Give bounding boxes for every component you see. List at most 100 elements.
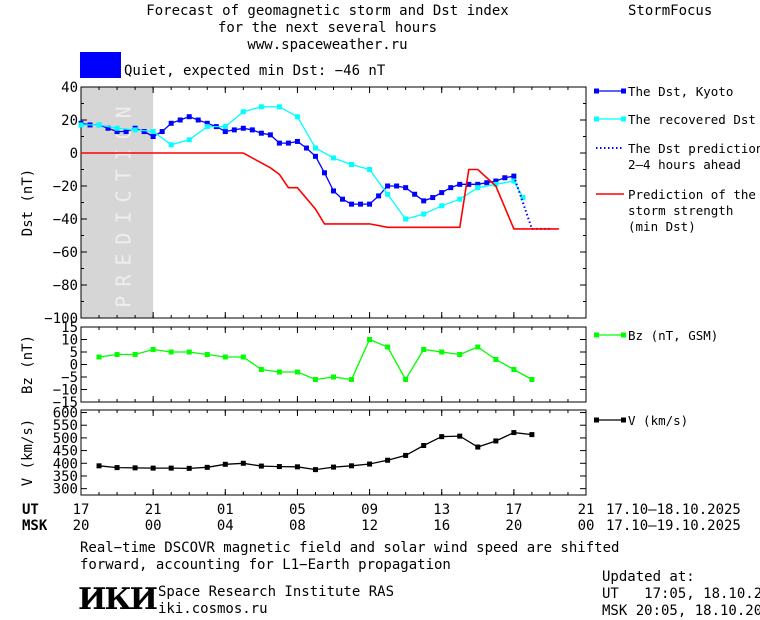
msk-tick-label: 12 — [361, 518, 378, 534]
data-point — [340, 196, 346, 202]
data-point — [475, 181, 481, 187]
data-point — [457, 352, 463, 357]
title-line-1: Forecast of geomagnetic storm and Dst in… — [146, 3, 509, 19]
y-tick-label: 300 — [53, 482, 78, 498]
y-tick-label: −100 — [44, 311, 78, 327]
data-point — [403, 216, 409, 222]
data-point — [430, 195, 436, 201]
data-point — [421, 198, 427, 204]
data-point — [114, 125, 120, 131]
ut-tick-label: 13 — [433, 502, 450, 518]
panel-frame-dst — [80, 86, 587, 319]
msk-range: 17.10–19.10.2025 — [606, 518, 741, 534]
data-point — [96, 122, 102, 128]
data-point — [258, 104, 264, 110]
series-line — [98, 338, 533, 381]
data-point — [475, 444, 481, 450]
legend-swatch-marker — [594, 417, 599, 423]
data-point — [204, 120, 210, 126]
ut-label: UT — [22, 502, 39, 518]
data-point — [294, 369, 300, 375]
data-point — [457, 196, 463, 202]
y-tick-label: 550 — [53, 418, 78, 434]
msk-tick-label: 16 — [433, 518, 450, 534]
data-point — [195, 117, 201, 123]
data-point — [240, 354, 246, 360]
data-point — [493, 438, 499, 444]
data-point — [249, 127, 255, 133]
data-point — [222, 461, 228, 467]
data-point — [276, 369, 282, 375]
data-point — [258, 130, 264, 136]
note-line-2: forward, accounting for L1−Earth propaga… — [80, 557, 451, 573]
data-point — [312, 145, 318, 151]
legend-swatch-marker — [621, 332, 626, 338]
data-point — [358, 201, 364, 207]
data-point — [457, 433, 463, 439]
legend-swatch-marker — [594, 88, 599, 94]
data-point — [150, 347, 156, 352]
data-point — [312, 377, 318, 382]
data-point — [493, 357, 499, 362]
data-point — [403, 377, 409, 382]
data-point — [448, 185, 454, 191]
data-point — [168, 142, 174, 148]
legend-label: Prediction of the storm strength (min Dst) — [628, 187, 756, 234]
msk-label: MSK — [22, 518, 48, 534]
y-tick-label: −60 — [53, 245, 78, 261]
data-point — [403, 185, 409, 191]
ut-tick-label: 21 — [578, 502, 595, 518]
msk-tick-label: 00 — [578, 518, 595, 534]
data-point — [475, 185, 481, 191]
ut-tick-label: 09 — [361, 502, 378, 518]
data-point — [132, 352, 138, 357]
status-text: Quiet, expected min Dst: −46 nT — [124, 63, 386, 79]
ut-tick-label: 01 — [217, 502, 234, 518]
data-point — [114, 129, 120, 135]
legend-label: The recovered Dst — [628, 112, 756, 127]
data-point — [376, 193, 382, 199]
y-axis-label: V (km/s) — [20, 419, 36, 486]
institute-name: Space Research Institute RAS — [158, 584, 395, 600]
data-point — [276, 104, 282, 110]
data-point — [186, 114, 192, 120]
data-point — [385, 183, 391, 189]
data-point — [349, 377, 355, 382]
data-point — [168, 349, 174, 355]
data-point — [150, 129, 156, 135]
y-tick-label: 5 — [70, 345, 78, 361]
data-point — [294, 114, 300, 120]
data-point — [475, 344, 481, 350]
y-tick-label: −20 — [53, 179, 78, 195]
data-point — [240, 109, 246, 115]
data-point — [466, 181, 472, 187]
data-point — [439, 190, 445, 196]
y-tick-label: −5 — [61, 370, 78, 386]
title-line-3: www.spaceweather.ru — [247, 37, 408, 53]
y-tick-label: −40 — [53, 212, 78, 228]
updated-label: Updated at: — [602, 569, 695, 585]
series-line — [81, 106, 524, 220]
y-axis-label: Dst (nT) — [20, 169, 36, 236]
data-point — [367, 201, 373, 207]
msk-tick-label: 20 — [505, 518, 522, 534]
institute-site: iki.cosmos.ru — [158, 601, 268, 617]
data-point — [421, 211, 427, 217]
data-point — [114, 465, 120, 471]
data-point — [331, 155, 336, 161]
data-point — [312, 153, 318, 159]
data-point — [231, 127, 237, 133]
data-point — [493, 181, 499, 187]
ut-tick-label: 05 — [289, 502, 306, 518]
data-point — [457, 181, 463, 187]
y-tick-label: 500 — [53, 431, 78, 447]
series-line — [98, 431, 532, 471]
legend-swatch-marker — [621, 417, 626, 423]
data-point — [511, 430, 517, 436]
data-point — [114, 352, 120, 357]
y-tick-label: 10 — [61, 333, 78, 349]
data-point — [105, 125, 111, 131]
y-tick-label: 0 — [70, 146, 78, 162]
y-tick-label: 450 — [53, 444, 78, 460]
